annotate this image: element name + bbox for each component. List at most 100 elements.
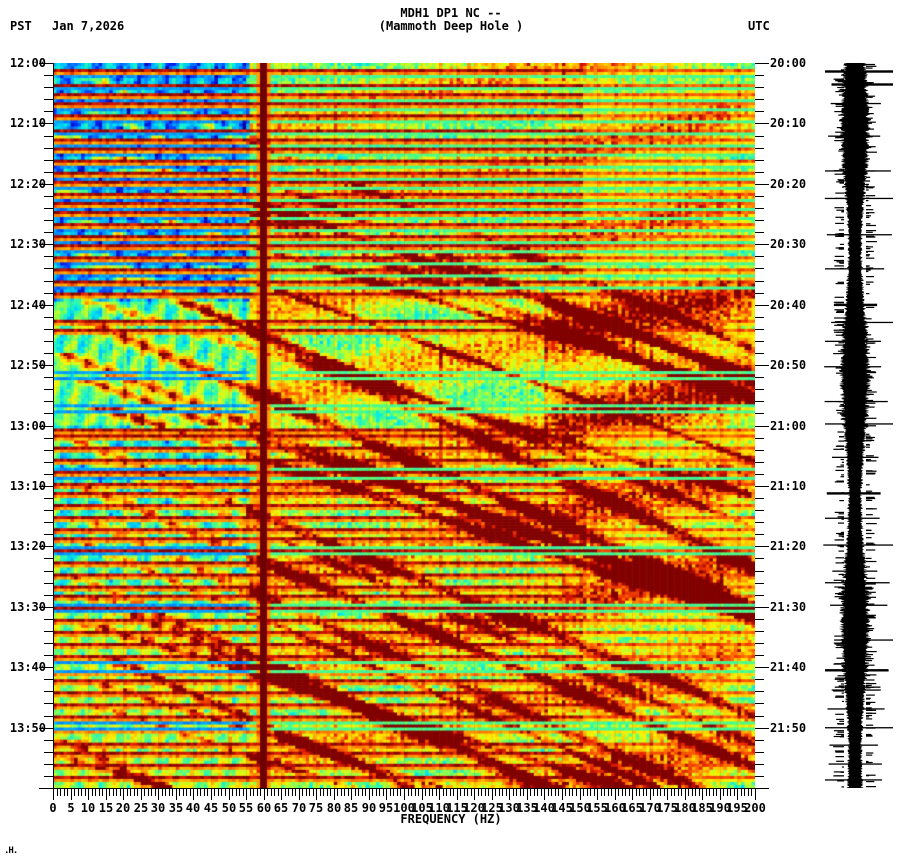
trace-spike bbox=[839, 243, 844, 245]
trace-spike bbox=[866, 446, 870, 448]
trace-spike bbox=[866, 117, 873, 119]
trace-spike bbox=[866, 761, 873, 764]
trace-spike bbox=[838, 94, 844, 96]
time-tick-right bbox=[755, 329, 764, 330]
trace-spike bbox=[866, 186, 875, 188]
trace-spike bbox=[866, 498, 871, 500]
trace-spike bbox=[835, 283, 844, 285]
trace-spike bbox=[866, 598, 871, 600]
frequency-tick bbox=[464, 789, 465, 796]
frequency-tick bbox=[604, 789, 605, 796]
trace-spike bbox=[866, 95, 876, 97]
trace-spike bbox=[838, 148, 844, 150]
trace-spike bbox=[834, 696, 844, 698]
trace-spike bbox=[835, 562, 844, 564]
trace-spike bbox=[838, 342, 844, 344]
frequency-tick bbox=[271, 789, 272, 796]
trace-spike bbox=[866, 359, 869, 361]
frequency-tick bbox=[281, 789, 282, 800]
trace-spike bbox=[840, 418, 844, 420]
trace-spike bbox=[837, 412, 844, 414]
trace-spike bbox=[866, 654, 874, 656]
trace-spike bbox=[866, 318, 872, 320]
seismogram-trace-panel[interactable] bbox=[820, 60, 902, 790]
time-tick-right bbox=[755, 293, 764, 294]
time-tick-right bbox=[755, 522, 764, 523]
trace-spike bbox=[866, 402, 876, 404]
time-tick-right bbox=[755, 401, 764, 402]
trace-spike bbox=[866, 334, 872, 336]
date-label: Jan 7,2026 bbox=[52, 19, 125, 33]
trace-spike bbox=[866, 586, 872, 588]
trace-event-line bbox=[825, 170, 891, 172]
time-tick-left bbox=[44, 136, 53, 137]
trace-spike bbox=[866, 523, 877, 525]
time-tick-right bbox=[755, 136, 764, 137]
trace-spike bbox=[835, 247, 844, 249]
trace-event-line bbox=[831, 689, 881, 691]
frequency-tick bbox=[109, 789, 110, 796]
time-tick-left bbox=[44, 172, 53, 173]
frequency-label: 65 bbox=[273, 801, 289, 815]
frequency-label: 5 bbox=[67, 801, 75, 815]
frequency-tick bbox=[313, 789, 314, 796]
time-tick-right bbox=[755, 172, 764, 173]
trace-spike bbox=[866, 459, 872, 461]
frequency-tick bbox=[330, 789, 331, 796]
trace-spike bbox=[833, 579, 844, 581]
trace-spike bbox=[866, 246, 874, 248]
frequency-label: 160 bbox=[604, 801, 626, 815]
time-tick-left bbox=[44, 232, 53, 233]
trace-spike bbox=[866, 675, 871, 677]
frequency-tick bbox=[274, 789, 275, 796]
trace-spike bbox=[841, 219, 844, 221]
frequency-tick bbox=[685, 789, 686, 800]
frequency-tick bbox=[583, 789, 584, 796]
trace-spike bbox=[841, 581, 844, 583]
time-tick-right bbox=[755, 583, 764, 584]
seismogram-trace bbox=[823, 63, 893, 788]
time-tick-right bbox=[755, 184, 769, 185]
frequency-tick bbox=[551, 789, 552, 796]
frequency-tick bbox=[260, 789, 261, 796]
trace-spike bbox=[839, 677, 844, 679]
time-tick-left bbox=[44, 317, 53, 318]
time-tick-left bbox=[44, 764, 53, 765]
trace-spike bbox=[866, 436, 875, 439]
frequency-tick bbox=[148, 789, 149, 796]
time-tick-right bbox=[755, 716, 764, 717]
time-tick-left bbox=[44, 389, 53, 390]
time-tick-left bbox=[39, 123, 53, 124]
frequency-label: 165 bbox=[621, 801, 643, 815]
frequency-tick bbox=[267, 789, 268, 796]
time-tick-right bbox=[755, 752, 764, 753]
frequency-tick bbox=[316, 789, 317, 800]
time-tick-left bbox=[39, 546, 53, 547]
spectrogram-plot[interactable] bbox=[53, 63, 755, 788]
trace-spike bbox=[866, 375, 873, 377]
frequency-tick bbox=[379, 789, 380, 796]
time-tick-left bbox=[44, 595, 53, 596]
frequency-tick bbox=[393, 789, 394, 796]
frequency-tick bbox=[450, 789, 451, 796]
trace-spike bbox=[841, 357, 844, 359]
frequency-tick bbox=[243, 789, 244, 796]
time-tick-right bbox=[755, 317, 764, 318]
trace-spike bbox=[866, 591, 876, 593]
trace-spike bbox=[866, 542, 874, 544]
frequency-tick bbox=[137, 789, 138, 796]
time-label-right: 20:10 bbox=[770, 116, 807, 130]
trace-spike bbox=[866, 216, 870, 218]
page-title: MDH1 DP1 NC -- bbox=[400, 6, 502, 20]
trace-event-line bbox=[824, 197, 893, 200]
spectrogram-canvas[interactable] bbox=[53, 63, 755, 788]
trace-spike bbox=[838, 440, 844, 442]
trace-spike bbox=[836, 445, 844, 447]
frequency-tick bbox=[622, 789, 623, 796]
frequency-tick bbox=[737, 789, 738, 800]
trace-spike bbox=[837, 281, 844, 283]
frequency-tick bbox=[674, 789, 675, 796]
trace-event-line bbox=[834, 686, 881, 688]
frequency-label: 115 bbox=[446, 801, 468, 815]
trace-spike bbox=[836, 480, 844, 482]
